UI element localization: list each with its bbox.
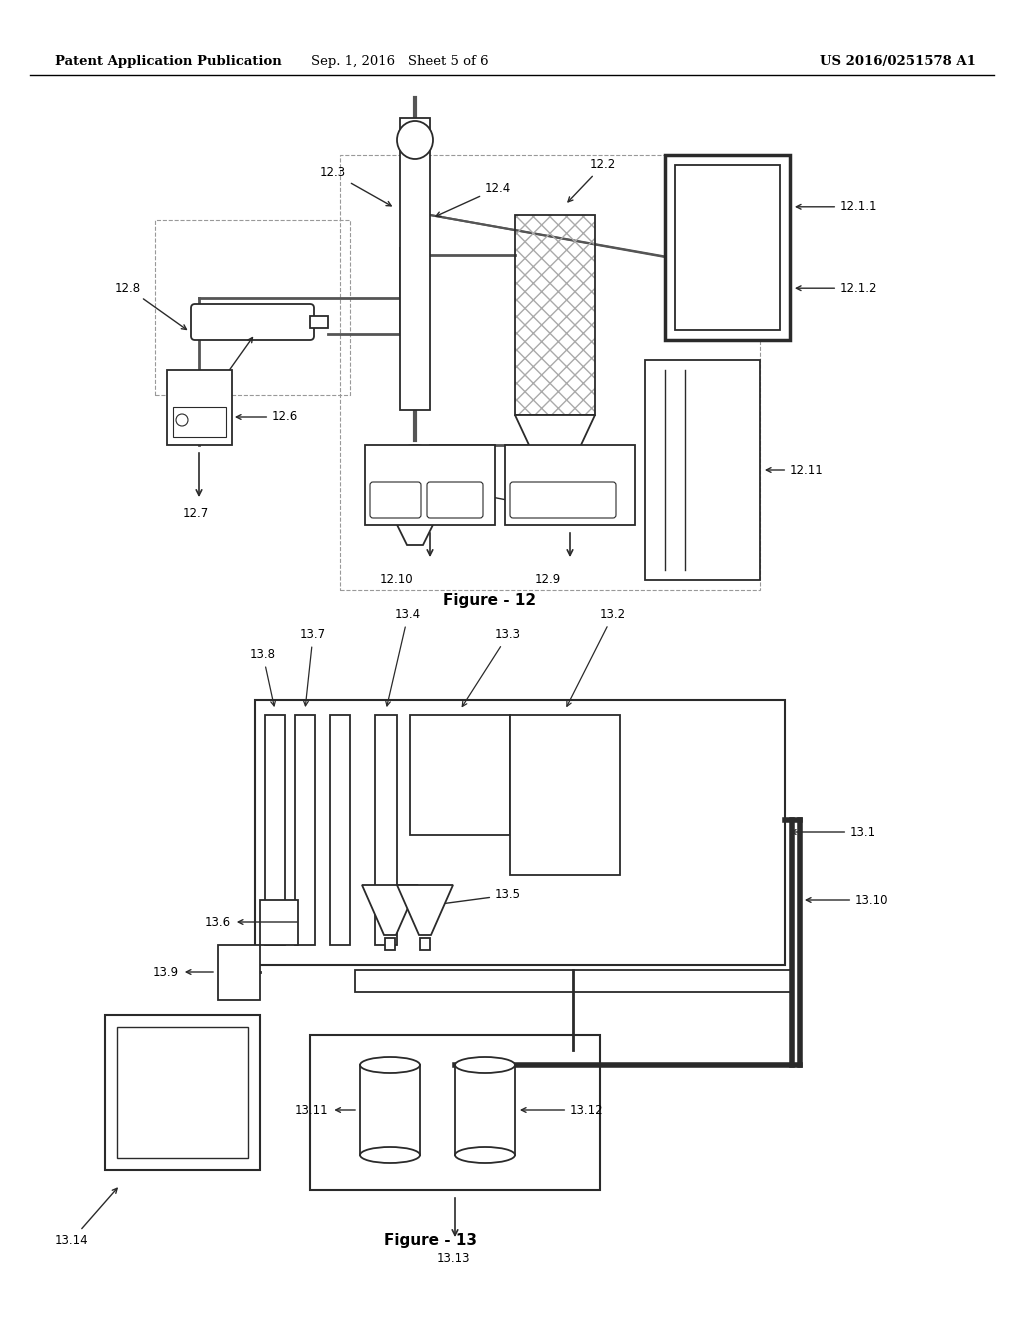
Ellipse shape <box>360 1147 420 1163</box>
Text: 13.14: 13.14 <box>55 1188 117 1246</box>
Bar <box>385 939 395 950</box>
Bar <box>505 445 635 525</box>
Bar <box>420 939 430 950</box>
Bar <box>167 370 232 445</box>
FancyBboxPatch shape <box>191 304 314 341</box>
Text: 13.1: 13.1 <box>792 825 877 838</box>
Text: Figure - 13: Figure - 13 <box>384 1233 476 1247</box>
Text: Figure - 12: Figure - 12 <box>443 593 537 607</box>
Bar <box>665 154 790 341</box>
Bar <box>330 715 350 945</box>
Text: 12.1.1: 12.1.1 <box>797 201 878 214</box>
Text: 13.9: 13.9 <box>153 965 213 978</box>
Text: 12.6: 12.6 <box>237 411 298 424</box>
Bar <box>260 900 298 945</box>
Bar <box>310 315 328 327</box>
Text: 13.11: 13.11 <box>295 1104 355 1117</box>
Text: 12.11: 12.11 <box>766 463 823 477</box>
Bar <box>265 715 285 945</box>
Text: 13.5: 13.5 <box>437 888 521 906</box>
Text: 13.12: 13.12 <box>521 1104 603 1117</box>
Bar <box>645 360 760 579</box>
Bar <box>515 215 595 414</box>
Text: 12.9: 12.9 <box>535 573 561 586</box>
Bar <box>255 700 785 965</box>
Text: 12.5: 12.5 <box>205 338 253 392</box>
Bar <box>155 220 350 395</box>
FancyBboxPatch shape <box>370 482 421 517</box>
Bar <box>455 1065 515 1155</box>
Polygon shape <box>397 884 453 935</box>
FancyBboxPatch shape <box>510 482 616 517</box>
Text: 13.2: 13.2 <box>567 609 626 706</box>
Text: 12.8: 12.8 <box>115 281 186 330</box>
Bar <box>375 715 397 945</box>
Bar <box>510 715 620 875</box>
Text: 12.3: 12.3 <box>319 166 391 206</box>
Text: 13.8: 13.8 <box>250 648 276 706</box>
Bar <box>365 445 495 525</box>
Bar <box>400 117 430 411</box>
Bar <box>117 1027 248 1158</box>
Text: 13.10: 13.10 <box>806 894 889 907</box>
Bar <box>218 945 260 1001</box>
Bar <box>340 154 760 590</box>
Bar <box>360 1065 420 1155</box>
Ellipse shape <box>397 121 433 158</box>
Polygon shape <box>362 884 418 935</box>
Polygon shape <box>387 504 443 545</box>
Text: 12.7: 12.7 <box>183 507 209 520</box>
Bar <box>173 407 226 437</box>
Bar <box>410 715 510 836</box>
Bar <box>105 1015 260 1170</box>
Bar <box>515 215 595 414</box>
Text: 12.3: 12.3 <box>459 490 546 511</box>
Bar <box>295 715 315 945</box>
Polygon shape <box>515 414 595 475</box>
Bar <box>310 1035 600 1191</box>
Text: 12.10: 12.10 <box>380 573 414 586</box>
Ellipse shape <box>360 1057 420 1073</box>
Circle shape <box>380 445 450 515</box>
Text: 13.7: 13.7 <box>300 628 326 706</box>
Text: US 2016/0251578 A1: US 2016/0251578 A1 <box>820 55 976 69</box>
Bar <box>355 970 792 993</box>
Text: Sep. 1, 2016   Sheet 5 of 6: Sep. 1, 2016 Sheet 5 of 6 <box>311 55 488 69</box>
Text: 12.4: 12.4 <box>436 181 511 216</box>
Text: 13.13: 13.13 <box>437 1251 470 1265</box>
Text: 12.2: 12.2 <box>568 158 616 202</box>
Text: Patent Application Publication: Patent Application Publication <box>55 55 282 69</box>
Text: 13.6: 13.6 <box>205 916 297 928</box>
Ellipse shape <box>455 1147 515 1163</box>
Bar <box>675 165 780 330</box>
Text: 13.4: 13.4 <box>386 609 421 706</box>
Circle shape <box>176 414 188 426</box>
Ellipse shape <box>455 1057 515 1073</box>
Text: 12.1.2: 12.1.2 <box>797 281 878 294</box>
FancyBboxPatch shape <box>427 482 483 517</box>
Text: 13.3: 13.3 <box>462 628 521 706</box>
